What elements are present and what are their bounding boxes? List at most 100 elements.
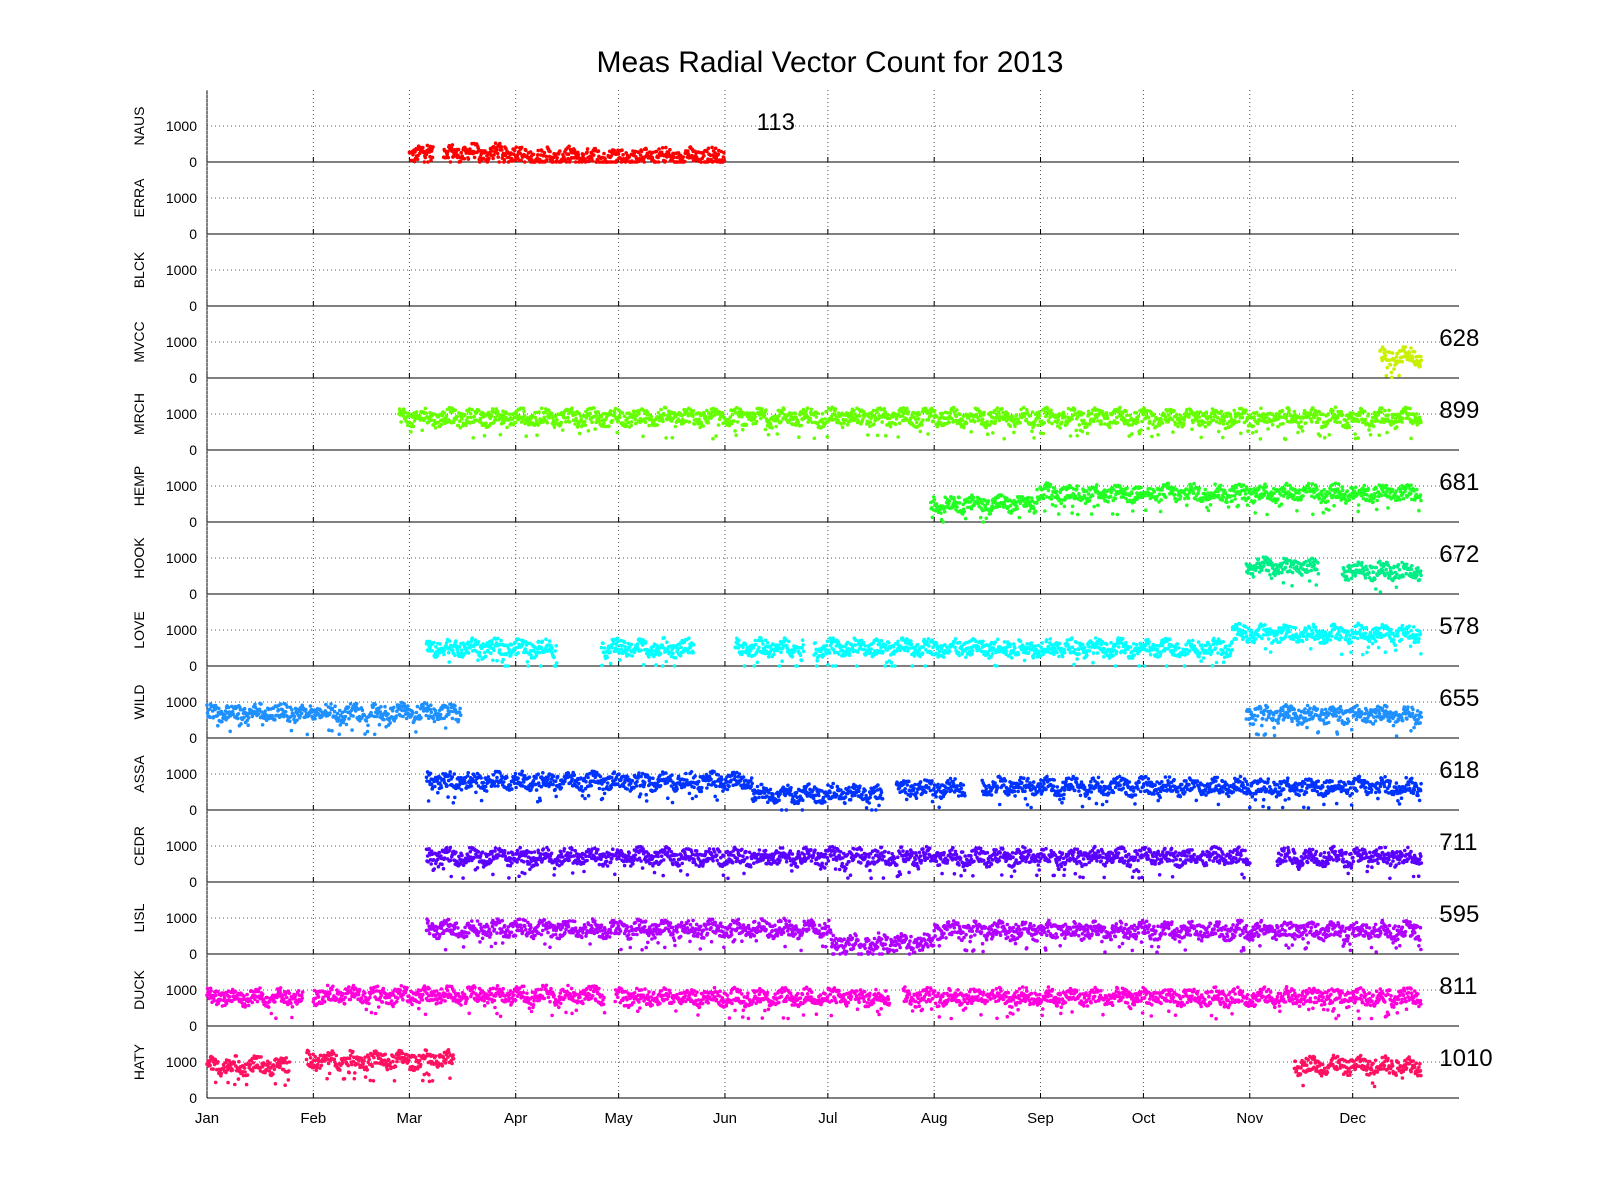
- data-point: [1086, 432, 1090, 436]
- series-naus: [408, 141, 727, 163]
- data-point: [524, 647, 528, 651]
- data-point: [846, 641, 850, 645]
- data-point: [992, 416, 996, 420]
- data-point: [965, 421, 969, 425]
- data-point: [463, 157, 467, 161]
- data-point: [816, 412, 820, 416]
- data-point: [1400, 360, 1404, 364]
- data-point: [1387, 409, 1391, 413]
- data-point: [1259, 437, 1263, 441]
- data-point: [772, 653, 776, 657]
- data-point: [1371, 570, 1375, 574]
- data-point: [969, 430, 973, 434]
- data-point: [779, 650, 783, 654]
- data-point: [1268, 573, 1272, 577]
- data-point: [445, 641, 449, 645]
- data-point: [1259, 407, 1263, 411]
- data-point: [659, 652, 663, 656]
- data-point: [854, 639, 858, 643]
- data-point: [814, 651, 818, 655]
- data-point: [905, 407, 909, 411]
- data-point: [692, 409, 696, 413]
- data-point: [1386, 366, 1390, 370]
- data-point: [1038, 414, 1042, 418]
- data-point: [1346, 489, 1350, 493]
- data-point: [1391, 572, 1395, 576]
- data-point: [806, 406, 810, 410]
- data-point: [621, 411, 625, 415]
- data-point: [972, 496, 976, 500]
- data-point: [1347, 578, 1351, 582]
- data-point: [962, 510, 966, 514]
- data-point: [884, 410, 888, 414]
- data-point: [1374, 487, 1378, 491]
- data-point: [846, 423, 850, 427]
- data-point: [898, 421, 902, 425]
- data-point: [766, 641, 770, 645]
- data-point: [1258, 484, 1262, 488]
- data-point: [1285, 482, 1289, 486]
- data-point: [892, 645, 896, 649]
- data-point: [1050, 497, 1054, 501]
- data-point: [1311, 406, 1315, 410]
- data-point: [612, 642, 616, 646]
- data-point: [1175, 413, 1179, 417]
- data-point: [647, 424, 651, 428]
- series-mvcc: [1378, 345, 1423, 379]
- data-point: [541, 640, 545, 644]
- data-point: [1375, 499, 1379, 503]
- data-point: [1353, 432, 1357, 436]
- data-point: [1419, 421, 1423, 425]
- data-point: [1087, 492, 1091, 496]
- data-point: [1300, 425, 1304, 429]
- data-point: [779, 420, 783, 424]
- data-point: [479, 152, 483, 156]
- data-point: [1111, 512, 1115, 516]
- data-point: [744, 643, 748, 647]
- data-point: [991, 431, 995, 435]
- data-point: [1035, 501, 1039, 505]
- data-point: [593, 427, 597, 431]
- data-point: [508, 412, 512, 416]
- y-tick-label: 1000: [166, 262, 197, 278]
- data-point: [1246, 429, 1250, 433]
- data-point: [948, 499, 952, 503]
- data-point: [941, 520, 945, 524]
- data-point: [1281, 409, 1285, 413]
- latest-value-mrch: 899: [1439, 397, 1479, 424]
- data-point: [592, 153, 596, 157]
- data-point: [503, 158, 507, 162]
- data-point: [609, 409, 613, 413]
- data-point: [688, 420, 692, 424]
- data-point: [1153, 490, 1157, 494]
- data-point: [1237, 420, 1241, 424]
- data-point: [1050, 422, 1054, 426]
- data-point: [717, 152, 721, 156]
- data-point: [1251, 424, 1255, 428]
- panel-hemp: 01000HEMP 681: [131, 450, 1479, 530]
- data-point: [1222, 495, 1226, 499]
- data-point: [1070, 511, 1074, 515]
- data-point: [1217, 494, 1221, 498]
- data-point: [1009, 424, 1013, 428]
- data-point: [1002, 437, 1006, 441]
- data-point: [933, 498, 937, 502]
- data-point: [927, 637, 931, 641]
- data-point: [1376, 419, 1380, 423]
- data-point: [1255, 430, 1259, 434]
- data-point: [942, 655, 946, 659]
- data-point: [1287, 408, 1291, 412]
- data-point: [769, 422, 773, 426]
- data-point: [1058, 426, 1062, 430]
- data-point: [933, 409, 937, 413]
- data-point: [717, 423, 721, 427]
- data-point: [1280, 571, 1284, 575]
- y-tick-label: 0: [189, 226, 197, 242]
- data-point: [585, 150, 589, 154]
- data-point: [1410, 568, 1414, 572]
- data-point: [1034, 510, 1038, 514]
- data-point: [1036, 424, 1040, 428]
- data-point: [570, 406, 574, 410]
- data-point: [911, 664, 915, 668]
- data-point: [1312, 563, 1316, 567]
